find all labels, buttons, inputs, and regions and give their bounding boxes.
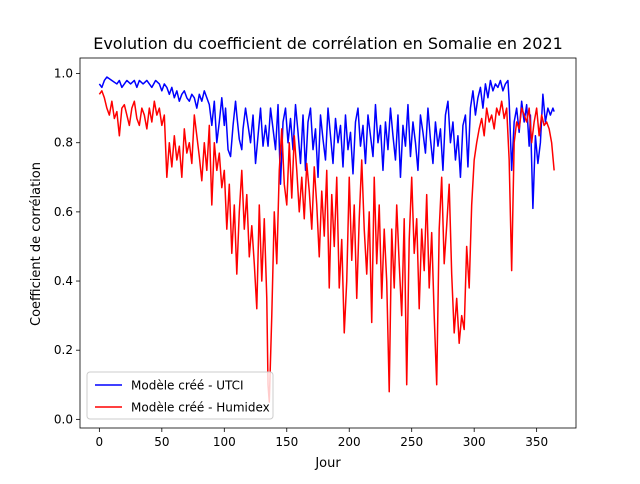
x-tick-label: 350 bbox=[525, 435, 548, 449]
y-tick-label: 1.0 bbox=[54, 67, 73, 81]
legend: Modèle créé - UTCI Modèle créé - Humidex bbox=[86, 371, 274, 420]
y-tick-label: 0.0 bbox=[54, 412, 73, 426]
axes: 0 50 100 150 200 250 300 350 0.0 0.2 0.4 0.6 0.8 1.0 bbox=[54, 57, 577, 449]
axes-frame bbox=[79, 57, 577, 429]
x-tick-label: 50 bbox=[154, 435, 169, 449]
x-tick-label: 100 bbox=[213, 435, 236, 449]
y-tick-label: 0.2 bbox=[54, 343, 73, 357]
chart-title: Evolution du coefficient de corrélation … bbox=[93, 34, 563, 53]
y-axis-label: Coefficient de corrélation bbox=[29, 162, 44, 326]
x-tick-label: 250 bbox=[400, 435, 423, 449]
x-tick-label: 200 bbox=[338, 435, 361, 449]
y-tick-label: 0.6 bbox=[54, 205, 73, 219]
y-tick-label: 0.8 bbox=[54, 136, 73, 150]
series-line-1 bbox=[98, 76, 555, 210]
legend-label-2: Modèle créé - Humidex bbox=[131, 401, 270, 415]
x-tick-label: 0 bbox=[96, 435, 104, 449]
series-line-2 bbox=[98, 90, 555, 403]
plot-area bbox=[98, 76, 555, 403]
x-axis-label: Jour bbox=[314, 456, 341, 471]
y-tick-label: 0.4 bbox=[54, 274, 73, 288]
x-tick-label: 300 bbox=[463, 435, 486, 449]
x-tick-label: 150 bbox=[275, 435, 298, 449]
legend-box bbox=[86, 371, 274, 420]
legend-label-1: Modèle créé - UTCI bbox=[131, 379, 244, 393]
